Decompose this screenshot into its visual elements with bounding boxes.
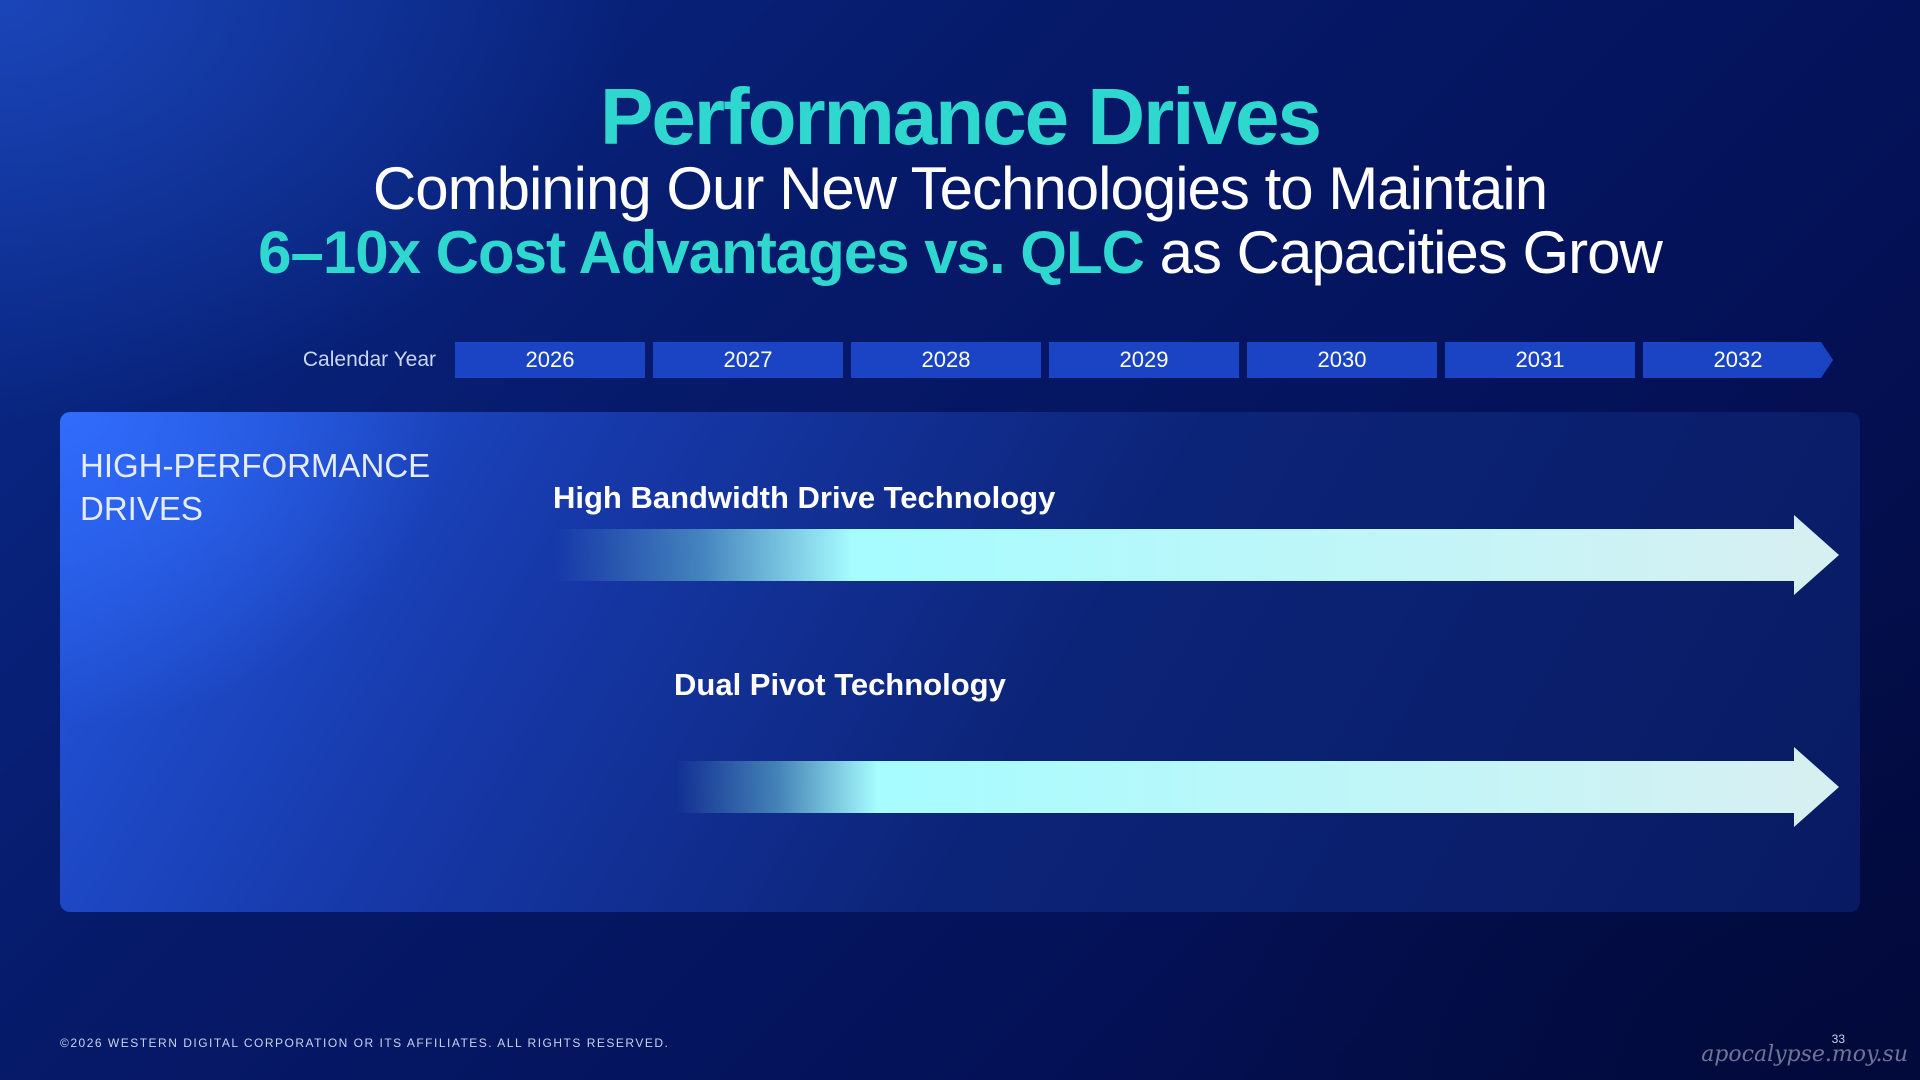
hbd-technology-arrow-shaft [555, 529, 1794, 581]
year-2031: 2031 [1445, 342, 1635, 378]
hbd-technology-label: High Bandwidth Drive Technology [553, 480, 1056, 515]
year-2026: 2026 [455, 342, 645, 378]
year-2028: 2028 [851, 342, 1041, 378]
high-performance-drives-panel: HIGH-PERFORMANCE DRIVES High Bandwidth D… [60, 412, 1860, 912]
subtitle-highlight: 6–10x Cost Advantages vs. QLC [258, 219, 1145, 286]
year-2030: 2030 [1247, 342, 1437, 378]
copyright-footer: ©2026 WESTERN DIGITAL CORPORATION OR ITS… [60, 1036, 670, 1050]
panel-label: HIGH-PERFORMANCE DRIVES [80, 444, 500, 530]
dual-pivot-technology-arrow [676, 747, 1839, 827]
subtitle-line-2: 6–10x Cost Advantages vs. QLC as Capacit… [0, 220, 1920, 286]
hbd-technology-arrow-head-icon [1794, 515, 1839, 595]
hbd-technology-arrow [555, 515, 1839, 595]
panel-label-line-1: HIGH-PERFORMANCE [80, 447, 431, 484]
calendar-year-label: Calendar Year [302, 348, 436, 371]
dual-pivot-technology-label: Dual Pivot Technology [674, 667, 1006, 702]
year-2027: 2027 [653, 342, 843, 378]
year-row: 2026 2027 2028 2029 2030 2031 2032 [455, 342, 1843, 378]
page-number: 33 [1831, 1032, 1845, 1046]
subtitle-line-1: Combining Our New Technologies to Mainta… [372, 155, 1548, 222]
year-2029: 2029 [1049, 342, 1239, 378]
year-2032: 2032 [1643, 342, 1833, 378]
panel-label-line-2: DRIVES [80, 490, 203, 527]
subtitle-rest: as Capacities Grow [1143, 219, 1663, 286]
watermark-text: apocalypse.moy.su [1701, 1042, 1908, 1067]
page-title: Performance Drives [600, 72, 1322, 161]
dual-pivot-technology-arrow-head-icon [1794, 747, 1839, 827]
dual-pivot-technology-arrow-shaft [676, 761, 1794, 813]
